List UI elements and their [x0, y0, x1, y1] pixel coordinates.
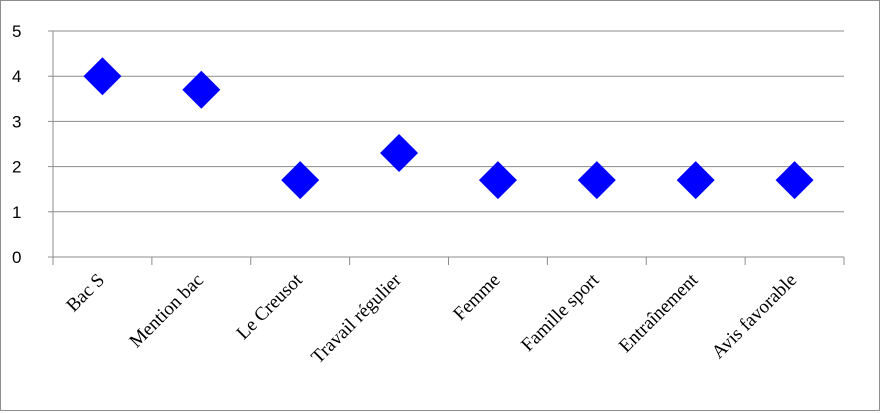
data-point-3: [281, 161, 320, 200]
data-point-8: [775, 161, 814, 200]
data-point-4: [380, 134, 419, 173]
x-tick-label: Bac S: [62, 270, 109, 317]
data-point-5: [478, 161, 517, 200]
data-point-6: [577, 161, 616, 200]
x-tick-label: Travail régulier: [307, 269, 406, 368]
x-tick-label: Mention bac: [125, 270, 207, 352]
y-tick-label: 3: [12, 112, 21, 131]
y-tick-label: 0: [12, 248, 21, 267]
y-tick-label: 5: [12, 22, 21, 41]
x-tick-label: Entraînement: [615, 269, 703, 357]
data-point-2: [182, 70, 221, 109]
y-tick-label: 4: [12, 67, 21, 86]
data-point-7: [676, 161, 715, 200]
data-point-1: [83, 57, 122, 96]
x-tick-label: Le Creusot: [233, 269, 308, 344]
y-tick-label: 1: [12, 203, 21, 222]
x-tick-label: Famille sport: [517, 269, 604, 356]
x-tick-label: Avis favorable: [708, 270, 801, 363]
x-tick-label: Femme: [449, 270, 504, 325]
y-tick-label: 2: [12, 158, 21, 177]
